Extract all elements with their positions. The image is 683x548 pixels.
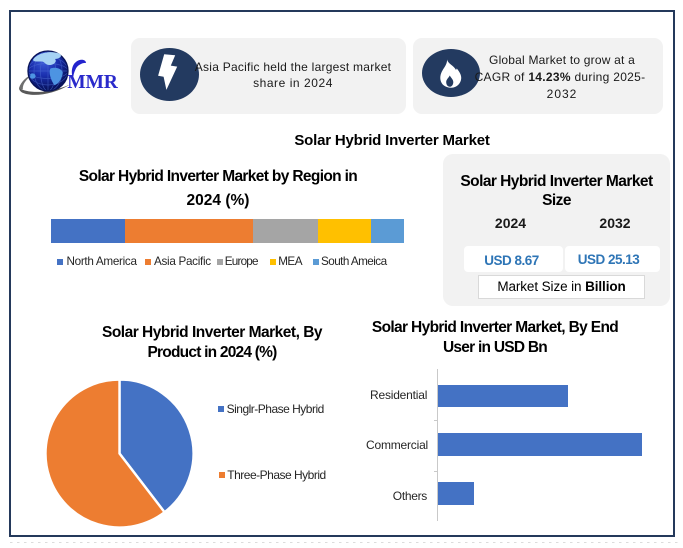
svg-text:MMR: MMR bbox=[67, 72, 118, 93]
